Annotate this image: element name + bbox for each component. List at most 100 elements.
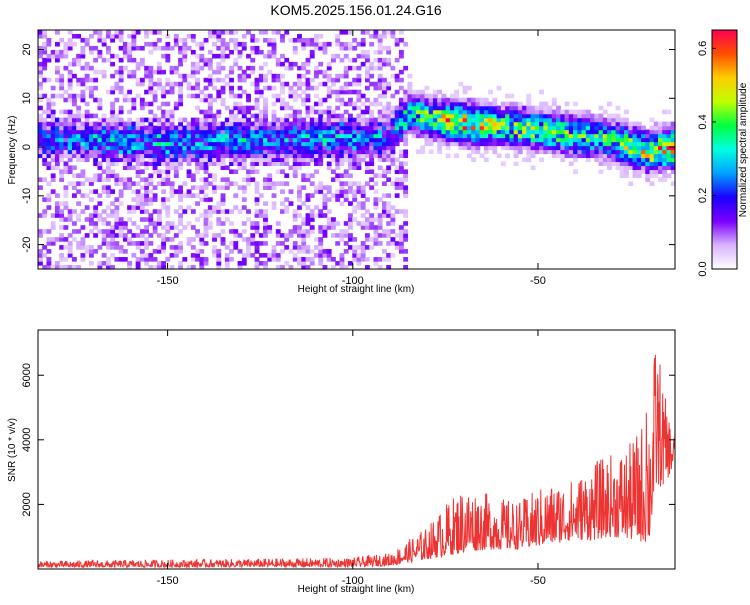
heatmap-cell	[352, 65, 358, 71]
colorbar-tick-label: 0.6	[697, 41, 709, 56]
heatmap-cell	[224, 117, 230, 123]
heatmap-cell	[199, 237, 205, 242]
heatmap-cell	[530, 137, 536, 143]
heatmap-cell	[369, 185, 375, 190]
heatmap-cell	[42, 65, 48, 71]
heatmap-cell	[590, 145, 595, 151]
heatmap-cell	[267, 153, 273, 159]
heatmap-cell	[649, 161, 655, 167]
heatmap-cell	[632, 161, 638, 167]
heatmap-cell	[178, 81, 183, 87]
heatmap-cell	[156, 213, 162, 218]
heatmap-cell	[297, 77, 302, 83]
heatmap-cell	[97, 105, 103, 111]
y-tick-label: -10	[21, 188, 33, 204]
heatmap-cell	[203, 241, 209, 246]
heatmap-cell	[220, 133, 226, 139]
heatmap-cell	[458, 145, 464, 151]
heatmap-cell	[42, 153, 48, 159]
heatmap-cell	[539, 137, 544, 143]
heatmap-cell	[271, 185, 277, 190]
heatmap-cell	[360, 149, 366, 155]
heatmap-cell	[398, 37, 404, 43]
heatmap-cell	[624, 145, 629, 151]
heatmap-cell	[369, 245, 375, 250]
heatmap-cell	[343, 233, 349, 238]
heatmap-cell	[432, 89, 438, 95]
heatmap-cell	[364, 197, 370, 202]
heatmap-cell	[169, 113, 175, 119]
heatmap-cell	[152, 141, 158, 147]
heatmap-cell	[658, 133, 663, 139]
heatmap-cell	[195, 153, 200, 159]
heatmap-cell	[250, 45, 256, 51]
heatmap-cell	[156, 153, 162, 159]
heatmap-cell	[288, 149, 294, 155]
heatmap-cell	[318, 81, 324, 87]
heatmap-cell	[309, 105, 315, 111]
heatmap-cell	[641, 153, 646, 159]
heatmap-cell	[356, 185, 362, 190]
heatmap-cell	[530, 113, 536, 119]
heatmap-cell	[84, 61, 90, 67]
heatmap-cell	[466, 97, 472, 103]
heatmap-cell	[80, 141, 86, 147]
heatmap-cell	[67, 165, 73, 171]
heatmap-cell	[212, 237, 217, 242]
heatmap-cell	[59, 121, 65, 127]
heatmap-cell	[267, 129, 273, 135]
heatmap-cell	[67, 85, 73, 91]
heatmap-cell	[42, 177, 48, 182]
heatmap-cell	[343, 65, 349, 71]
heatmap-cell	[148, 30, 154, 35]
heatmap-cell	[93, 77, 99, 83]
heatmap-cell	[424, 85, 430, 91]
heatmap-cell	[348, 201, 353, 206]
heatmap-cell	[292, 61, 298, 67]
heatmap-cell	[97, 265, 103, 270]
heatmap-cell	[59, 213, 65, 218]
heatmap-cell	[284, 161, 290, 167]
heatmap-cell	[199, 145, 205, 151]
heatmap-cell	[386, 169, 392, 174]
heatmap-cell	[220, 209, 226, 214]
heatmap-cell	[97, 141, 103, 147]
heatmap-cell	[381, 77, 387, 83]
heatmap-cell	[309, 109, 315, 115]
heatmap-cell	[241, 109, 247, 115]
heatmap-cell	[122, 49, 128, 55]
heatmap-cell	[263, 149, 268, 155]
heatmap-cell	[161, 245, 166, 250]
heatmap-cell	[156, 129, 162, 135]
heatmap-cell	[339, 85, 345, 91]
heatmap-cell	[246, 249, 251, 254]
heatmap-cell	[369, 125, 375, 131]
heatmap-cell	[462, 145, 468, 151]
heatmap-cell	[496, 85, 502, 91]
heatmap-cell	[585, 157, 591, 163]
heatmap-cell	[420, 113, 426, 119]
heatmap-cell	[237, 109, 243, 115]
heatmap-cell	[76, 157, 82, 163]
heatmap-cell	[284, 81, 290, 87]
heatmap-cell	[377, 73, 383, 79]
heatmap-cell	[254, 153, 260, 159]
heatmap-cell	[360, 117, 366, 123]
heatmap-cell	[229, 85, 234, 91]
heatmap-cell	[653, 153, 659, 159]
heatmap-cell	[488, 109, 493, 115]
heatmap-cell	[615, 125, 621, 131]
heatmap-cell	[377, 141, 383, 147]
heatmap-cell	[611, 129, 617, 135]
heatmap-cell	[38, 61, 43, 67]
heatmap-cell	[127, 157, 133, 163]
heatmap-cell	[496, 109, 502, 115]
heatmap-cell	[148, 125, 154, 131]
heatmap-cell	[237, 185, 243, 190]
heatmap-cell	[411, 117, 417, 123]
heatmap-cell	[560, 125, 566, 131]
heatmap-cell	[212, 249, 217, 254]
heatmap-cell	[110, 137, 116, 143]
heatmap-cell	[127, 33, 133, 39]
heatmap-cell	[594, 113, 600, 119]
